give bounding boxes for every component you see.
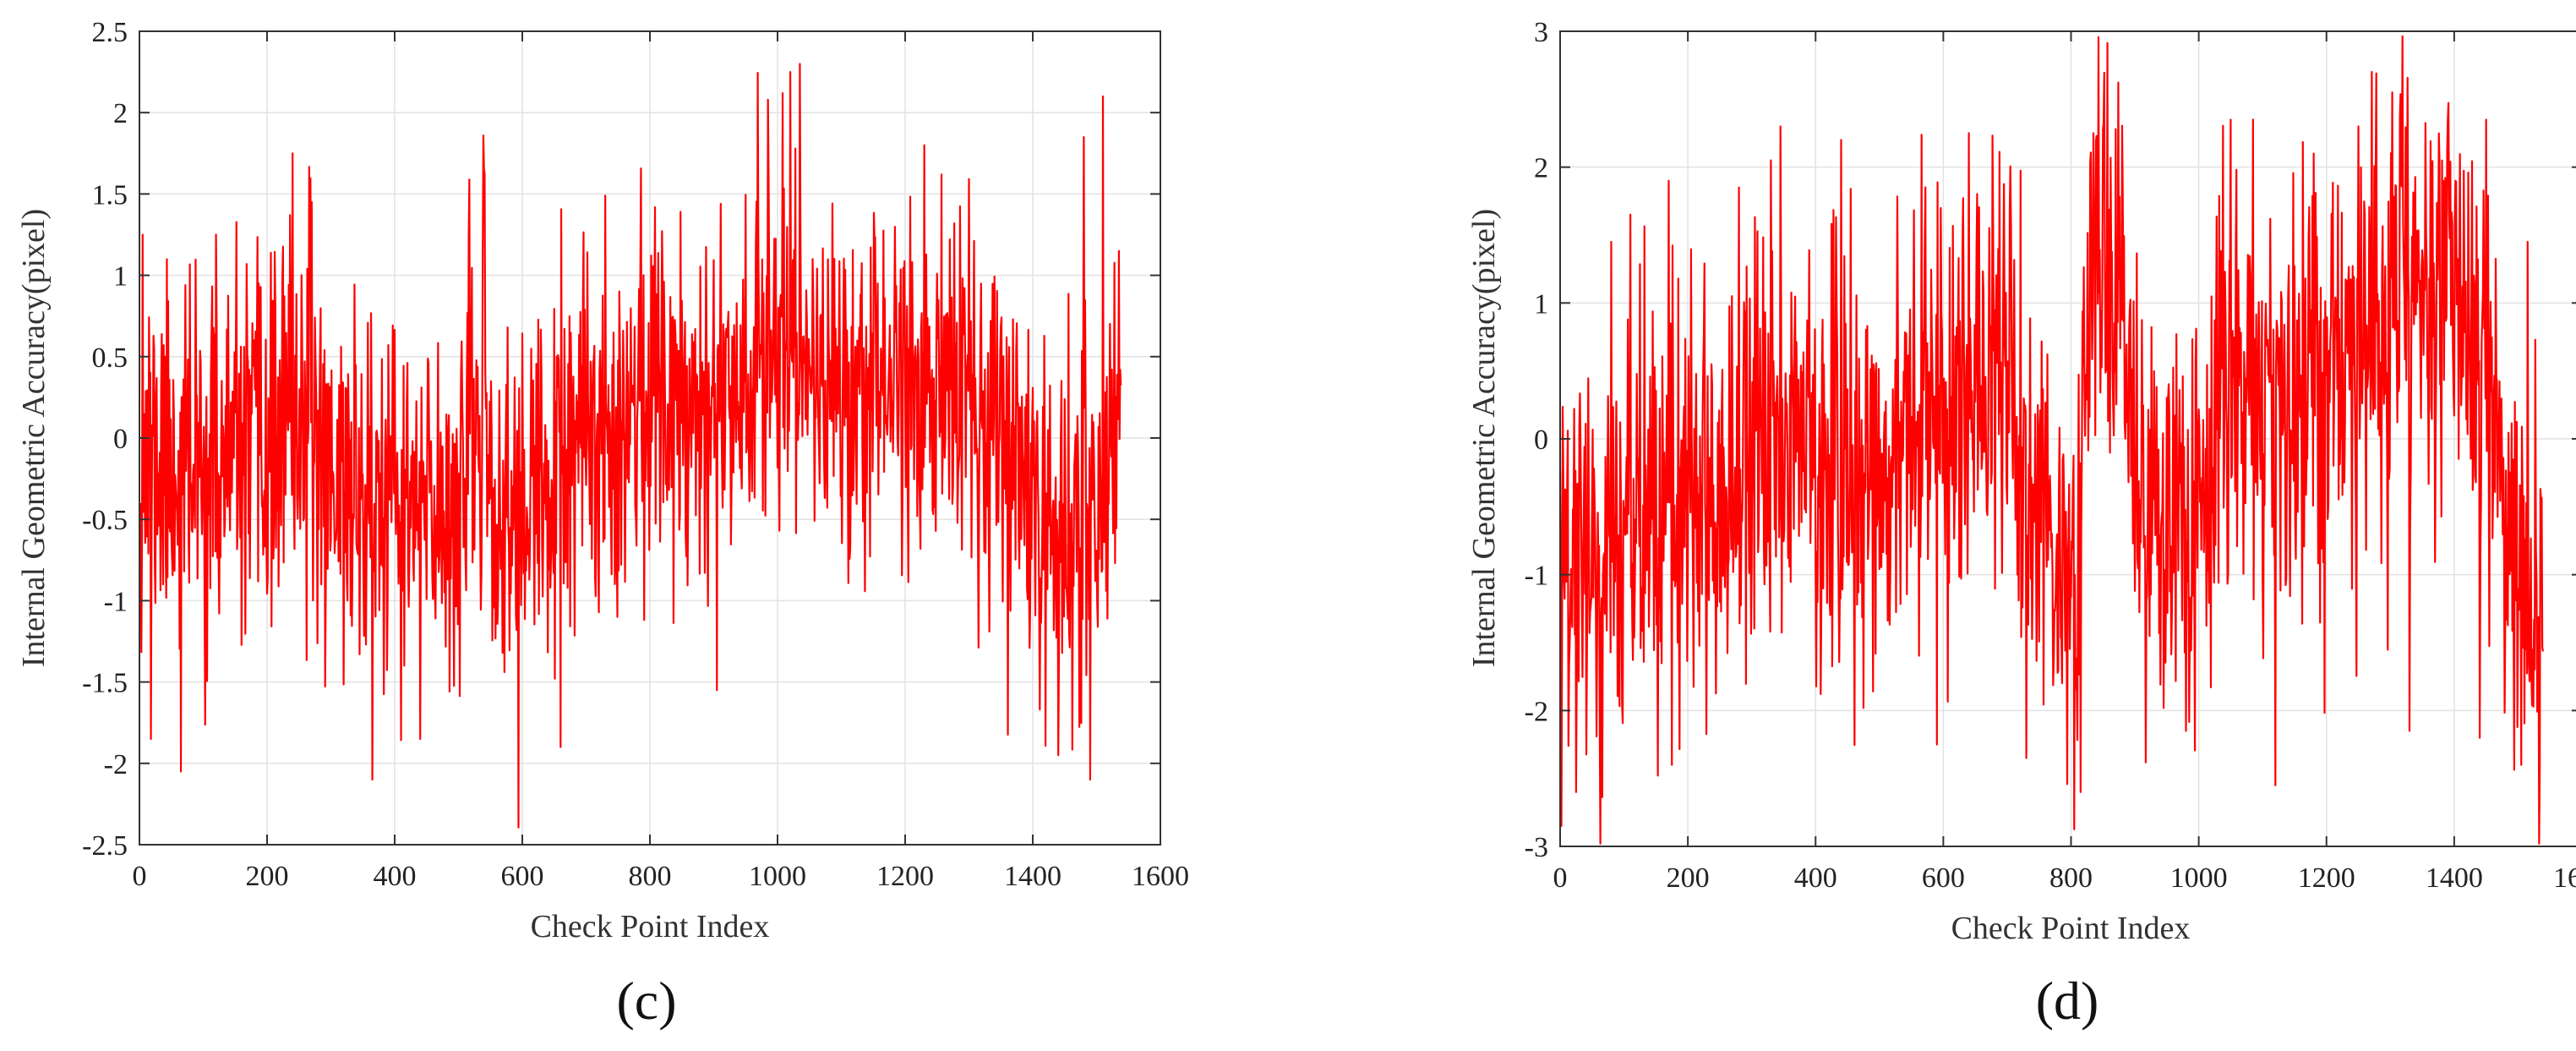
y-tick-label: -2.5 [82, 830, 128, 862]
x-tick-label: 800 [2049, 862, 2093, 894]
y-tick-label: 0.5 [92, 342, 128, 374]
series-d [1558, 35, 2544, 845]
y-tick-label: -1 [104, 586, 128, 617]
panel-d-chart: 02004006008001000120014001600-3-2-10123 … [1466, 17, 2576, 1031]
y-tick-label: -2 [104, 749, 128, 780]
panel-c-chart: 0 200 400 600 800 1000 1200 1400 1600 -2.5 -2 -1.5 -… [16, 17, 1189, 1031]
y-axis-label-c: Internal Geometric Accuracy(pixel) [16, 209, 52, 667]
x-tick-label: 1400 [1004, 861, 1062, 892]
x-tick-label: 400 [1794, 862, 1837, 894]
series-line-c [138, 63, 1122, 829]
x-tick-label: 800 [629, 861, 672, 892]
y-tick-label: 1 [113, 261, 128, 293]
y-tick-label: 0 [113, 424, 128, 455]
x-tick-label: 1200 [876, 861, 934, 892]
y-tick-label: 1.5 [92, 179, 128, 211]
y-axis-label-d: Internal Geometric Accuracy(pixel) [1466, 209, 1502, 667]
x-tick-label: 1600 [1132, 861, 1189, 892]
ticks-c: 0 200 400 600 800 1000 1200 1400 1600 -2.5 -2 -1.5 -… [82, 17, 1189, 892]
y-tick-label: 0 [1534, 424, 1548, 456]
x-tick-label: 600 [1922, 862, 1965, 894]
x-tick-label: 400 [374, 861, 417, 892]
y-tick-label: 2 [1534, 153, 1548, 184]
y-tick-label: 1 [1534, 288, 1548, 320]
panel-label-d: (d) [2036, 971, 2099, 1031]
series-c [138, 63, 1122, 829]
x-tick-label: 1000 [749, 861, 806, 892]
x-tick-label: 0 [133, 861, 147, 892]
series-line-d [1558, 35, 2544, 845]
x-tick-label: 1000 [2170, 862, 2228, 894]
y-tick-label: 2.5 [92, 17, 128, 48]
y-tick-label: -2 [1525, 696, 1548, 727]
x-axis-label-c: Check Point Index [531, 909, 770, 944]
y-tick-label: 3 [1534, 17, 1548, 48]
y-tick-label: -3 [1525, 832, 1548, 863]
x-tick-label: 0 [1553, 862, 1568, 894]
x-axis-label-d: Check Point Index [1951, 911, 2191, 946]
x-tick-label: 600 [501, 861, 544, 892]
x-tick-label: 1400 [2426, 862, 2483, 894]
y-tick-label: 2 [113, 98, 128, 129]
x-tick-label: 200 [246, 861, 289, 892]
x-tick-label: 1600 [2553, 862, 2576, 894]
y-tick-label: -0.5 [82, 505, 128, 536]
y-tick-label: -1.5 [82, 668, 128, 699]
x-tick-label: 200 [1667, 862, 1710, 894]
ticks-d: 0 200 400 600 800 1000 1200 1400 1600 -3 -2 -1 0 1 2 3 [1525, 17, 2576, 894]
y-tick-label: -1 [1525, 561, 1548, 592]
panel-label-c: (c) [616, 971, 676, 1031]
x-tick-label: 1200 [2298, 862, 2355, 894]
